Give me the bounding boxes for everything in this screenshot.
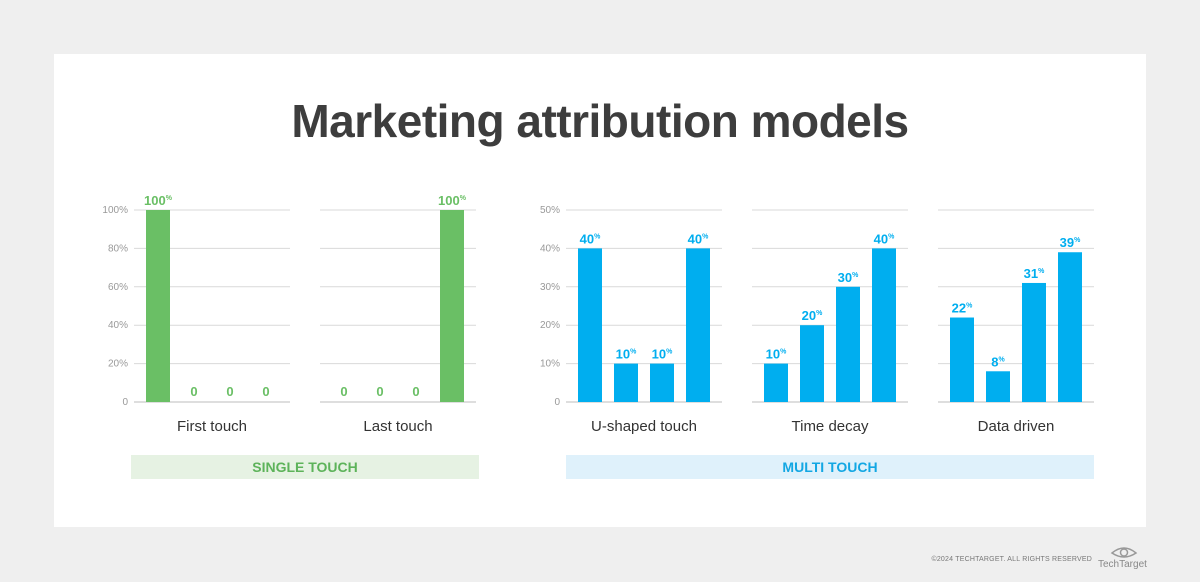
chart-caption-first-touch: First touch [177, 418, 247, 435]
bar [950, 317, 974, 402]
techtarget-logo: TechTarget [1098, 542, 1150, 572]
data-label: 0 [340, 384, 347, 399]
y-tick-label: 50% [540, 205, 560, 216]
eye-icon [1110, 547, 1138, 558]
y-tick-label: 20% [540, 320, 560, 331]
data-label: 0 [262, 384, 269, 399]
data-label: 40% [874, 231, 895, 246]
data-label: 30% [838, 270, 859, 285]
y-tick-label: 80% [108, 243, 128, 254]
y-tick-label: 20% [108, 359, 128, 370]
bar [650, 363, 674, 402]
single-touch-label: SINGLE TOUCH [131, 455, 479, 479]
data-label: 40% [688, 231, 709, 246]
data-label: 10% [616, 347, 637, 362]
data-label: 0 [226, 384, 233, 399]
data-label: 0 [412, 384, 419, 399]
y-tick-label: 0 [554, 397, 560, 408]
data-label: 22% [952, 301, 973, 316]
y-tick-label: 30% [540, 282, 560, 293]
y-tick-label: 0 [122, 397, 128, 408]
bar [1022, 282, 1046, 402]
bar [146, 210, 170, 402]
y-tick-label: 100% [102, 205, 128, 216]
data-label: 39% [1060, 235, 1081, 250]
bar [578, 248, 602, 402]
data-label: 20% [802, 308, 823, 323]
bar [800, 325, 824, 402]
copyright-text: ©2024 TECHTARGET. ALL RIGHTS RESERVED [931, 556, 1092, 563]
bar [686, 248, 710, 402]
data-label: 0 [190, 384, 197, 399]
logo-text: TechTarget [1098, 559, 1147, 570]
bar [764, 363, 788, 402]
bar [986, 371, 1010, 402]
data-label: 100% [144, 193, 173, 208]
data-label: 8% [991, 354, 1005, 369]
y-tick-label: 10% [540, 359, 560, 370]
data-label: 100% [438, 193, 467, 208]
chart-caption-time-decay: Time decay [792, 418, 869, 435]
chart-title: Marketing attribution models [291, 95, 909, 147]
y-tick-label: 40% [108, 320, 128, 331]
bar [614, 363, 638, 402]
data-label: 10% [652, 347, 673, 362]
chart-caption-u-shaped-touch: U-shaped touch [591, 418, 697, 435]
bar [1058, 252, 1082, 402]
y-tick-label: 60% [108, 282, 128, 293]
bar [836, 286, 860, 402]
bar [440, 210, 464, 402]
y-tick-label: 40% [540, 243, 560, 254]
bar [872, 248, 896, 402]
chart-caption-data-driven: Data driven [978, 418, 1055, 435]
multi-touch-label: MULTI TOUCH [566, 455, 1094, 479]
data-label: 40% [580, 231, 601, 246]
data-label: 10% [766, 347, 787, 362]
data-label: 31% [1024, 266, 1045, 281]
chart-caption-last-touch: Last touch [363, 418, 432, 435]
data-label: 0 [376, 384, 383, 399]
